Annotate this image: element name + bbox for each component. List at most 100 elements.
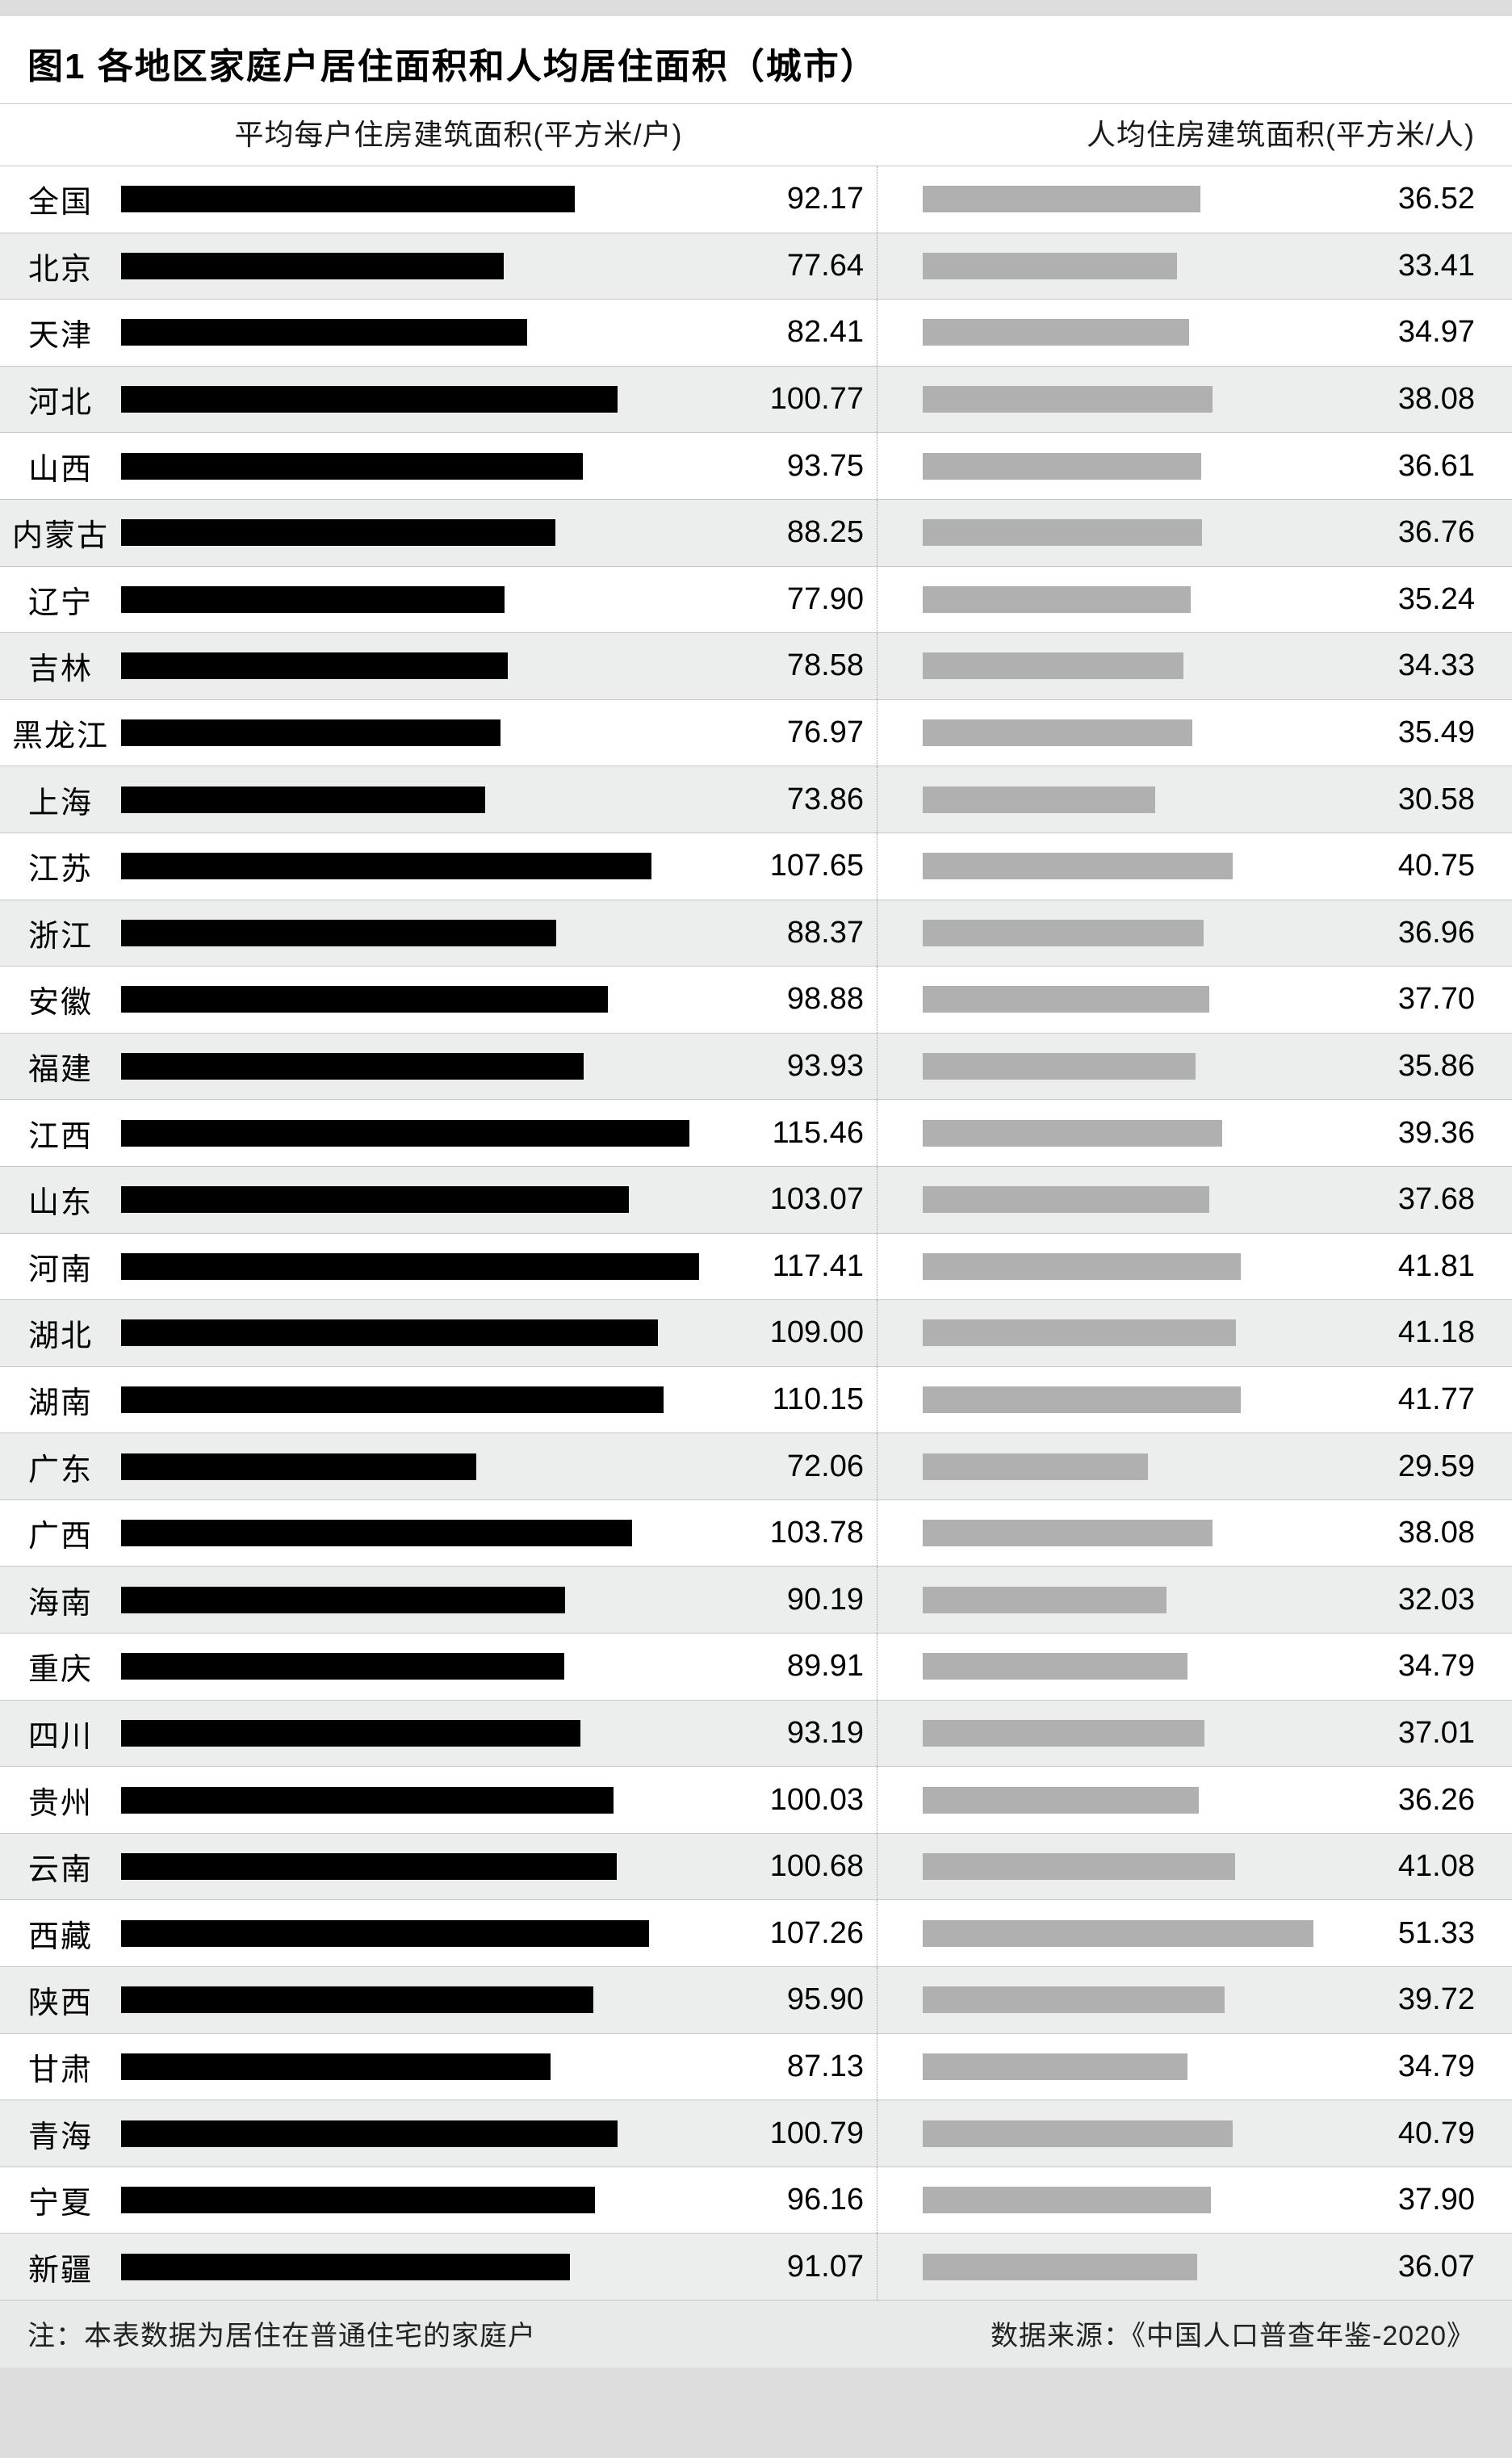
percapita-bar-track xyxy=(923,386,1318,413)
chart-footer: 注：本表数据为居住在普通住宅的家庭户 数据来源：《中国人口普查年鉴-2020》 xyxy=(0,2300,1512,2368)
household-value: 87.13 xyxy=(702,2049,877,2084)
household-value: 95.90 xyxy=(702,1982,877,2017)
percapita-bar xyxy=(923,1319,1236,1346)
household-bar-track xyxy=(121,1319,702,1346)
percapita-value: 38.08 xyxy=(1318,382,1512,417)
household-bar-track xyxy=(121,1186,702,1213)
household-value: 93.93 xyxy=(702,1049,877,1084)
percapita-value: 38.08 xyxy=(1318,1516,1512,1550)
percapita-bar-track xyxy=(923,1720,1318,1747)
household-value: 88.25 xyxy=(702,515,877,550)
table-row: 宁夏96.1637.90 xyxy=(0,2166,1512,2234)
region-label: 北京 xyxy=(0,244,121,288)
household-bar xyxy=(121,386,618,413)
table-row: 陕西95.9039.72 xyxy=(0,1966,1512,2033)
household-bar-track xyxy=(121,786,702,813)
region-label: 上海 xyxy=(0,778,121,822)
region-label: 海南 xyxy=(0,1578,121,1622)
household-bar xyxy=(121,2254,570,2280)
percapita-bar-track xyxy=(923,1787,1318,1814)
percapita-bar-track xyxy=(923,2120,1318,2147)
region-label: 内蒙古 xyxy=(0,510,121,555)
percapita-value: 36.96 xyxy=(1318,916,1512,950)
table-row: 甘肃87.1334.79 xyxy=(0,2033,1512,2100)
percapita-value: 41.81 xyxy=(1318,1249,1512,1284)
region-label: 河南 xyxy=(0,1244,121,1289)
percapita-bar xyxy=(923,1653,1187,1680)
table-row: 黑龙江76.9735.49 xyxy=(0,699,1512,766)
percapita-value: 34.33 xyxy=(1318,648,1512,683)
household-value: 96.16 xyxy=(702,2183,877,2217)
percapita-bar xyxy=(923,1386,1241,1413)
household-bar-track xyxy=(121,2187,702,2213)
percapita-bar xyxy=(923,2053,1187,2080)
percapita-bar-track xyxy=(923,853,1318,879)
household-value: 109.00 xyxy=(702,1315,877,1350)
household-bar xyxy=(121,853,651,879)
household-bar-track xyxy=(121,1520,702,1546)
household-bar xyxy=(121,1653,564,1680)
region-label: 辽宁 xyxy=(0,577,121,622)
household-value: 98.88 xyxy=(702,982,877,1017)
percapita-value: 36.52 xyxy=(1318,182,1512,216)
household-value: 77.90 xyxy=(702,582,877,617)
percapita-bar-track xyxy=(923,1853,1318,1880)
percapita-value: 37.70 xyxy=(1318,982,1512,1017)
household-value: 72.06 xyxy=(702,1449,877,1484)
household-bar-track xyxy=(121,719,702,746)
percapita-bar-track xyxy=(923,453,1318,480)
household-value: 78.58 xyxy=(702,648,877,683)
percapita-bar xyxy=(923,453,1201,480)
percapita-bar-track xyxy=(923,652,1318,679)
percapita-bar xyxy=(923,386,1213,413)
percapita-bar xyxy=(923,1453,1148,1480)
column-headers: 平均每户住房建筑面积(平方米/户) 人均住房建筑面积(平方米/人) xyxy=(0,104,1512,166)
household-bar-track xyxy=(121,1920,702,1947)
region-label: 贵州 xyxy=(0,1778,121,1823)
table-row: 湖北109.0041.18 xyxy=(0,1299,1512,1366)
percapita-bar xyxy=(923,652,1183,679)
table-row: 湖南110.1541.77 xyxy=(0,1366,1512,1433)
household-bar-track xyxy=(121,1986,702,2013)
percapita-bar-track xyxy=(923,519,1318,546)
household-bar-track xyxy=(121,920,702,946)
household-bar xyxy=(121,1120,689,1147)
table-row: 青海100.7940.79 xyxy=(0,2099,1512,2166)
percapita-value: 29.59 xyxy=(1318,1449,1512,1484)
household-bar-track xyxy=(121,319,702,346)
household-bar-track xyxy=(121,386,702,413)
household-value: 76.97 xyxy=(702,715,877,750)
household-bar xyxy=(121,253,504,279)
table-row: 重庆89.9134.79 xyxy=(0,1633,1512,1700)
table-row: 新疆91.0736.07 xyxy=(0,2233,1512,2300)
household-bar xyxy=(121,786,485,813)
percapita-bar xyxy=(923,253,1177,279)
rows-container: 全国92.1736.52北京77.6433.41天津82.4134.97河北10… xyxy=(0,166,1512,2300)
household-bar-track xyxy=(121,1653,702,1680)
percapita-bar xyxy=(923,1186,1209,1213)
percapita-value: 41.18 xyxy=(1318,1315,1512,1350)
household-bar xyxy=(121,186,575,212)
percapita-bar-track xyxy=(923,1053,1318,1080)
percapita-bar-track xyxy=(923,1653,1318,1680)
percapita-bar-track xyxy=(923,1520,1318,1546)
household-bar-track xyxy=(121,652,702,679)
household-value: 107.26 xyxy=(702,1916,877,1951)
region-label: 四川 xyxy=(0,1711,121,1755)
household-value: 100.03 xyxy=(702,1783,877,1818)
percapita-value: 34.97 xyxy=(1318,315,1512,350)
household-value: 90.19 xyxy=(702,1583,877,1617)
household-bar xyxy=(121,652,508,679)
table-row: 山东103.0737.68 xyxy=(0,1166,1512,1233)
percapita-bar xyxy=(923,186,1200,212)
percapita-bar-track xyxy=(923,1120,1318,1147)
percapita-bar xyxy=(923,986,1209,1013)
percapita-bar xyxy=(923,1120,1222,1147)
household-value: 92.17 xyxy=(702,182,877,216)
percapita-value: 39.36 xyxy=(1318,1116,1512,1151)
footer-source: 数据来源：《中国人口普查年鉴-2020》 xyxy=(991,2313,1475,2353)
household-value: 115.46 xyxy=(702,1116,877,1151)
table-row: 海南90.1932.03 xyxy=(0,1566,1512,1633)
region-label: 西藏 xyxy=(0,1911,121,1956)
percapita-bar xyxy=(923,1520,1213,1546)
